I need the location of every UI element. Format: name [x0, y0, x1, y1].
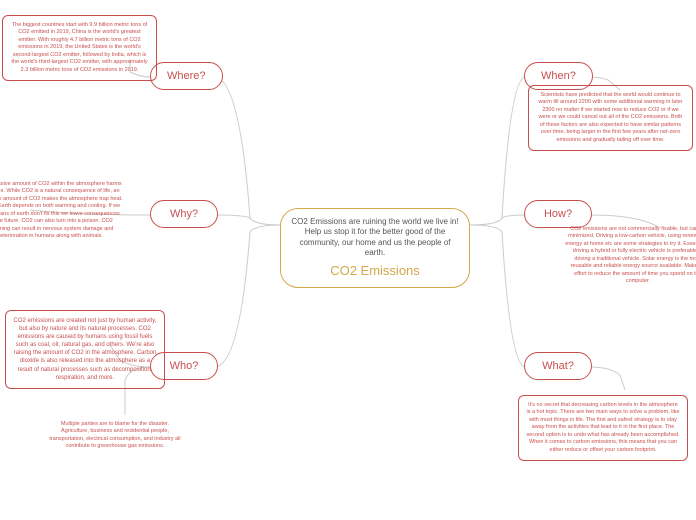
desc-how: CO2 emissions are not commercially fixab… — [558, 220, 696, 291]
node-what[interactable]: What? — [524, 352, 592, 380]
desc-who2: Multiple parties are to blame for the di… — [40, 415, 190, 457]
center-node[interactable]: CO2 Emissions are ruining the world we l… — [280, 208, 470, 288]
node-what-label: What? — [542, 360, 574, 372]
node-where[interactable]: Where? — [150, 62, 223, 90]
desc-when: Scientists have predicted that the world… — [528, 85, 693, 151]
node-where-label: Where? — [167, 70, 206, 82]
desc-what: It's no secret that decreasing carbon le… — [518, 395, 688, 461]
node-who-label: Who? — [170, 360, 199, 372]
node-why-label: Why? — [170, 208, 198, 220]
desc-why: An excessive amount of CO2 within the at… — [0, 175, 130, 246]
center-title: CO2 Emissions — [291, 263, 459, 280]
desc-who1: CO2 emissions are created not just by hu… — [5, 310, 165, 389]
center-intro: CO2 Emissions are ruining the world we l… — [291, 217, 459, 259]
node-when-label: When? — [541, 70, 576, 82]
node-why[interactable]: Why? — [150, 200, 218, 228]
desc-where: The biggest countries start with 9.9 bil… — [2, 15, 157, 81]
node-how-label: How? — [544, 208, 572, 220]
